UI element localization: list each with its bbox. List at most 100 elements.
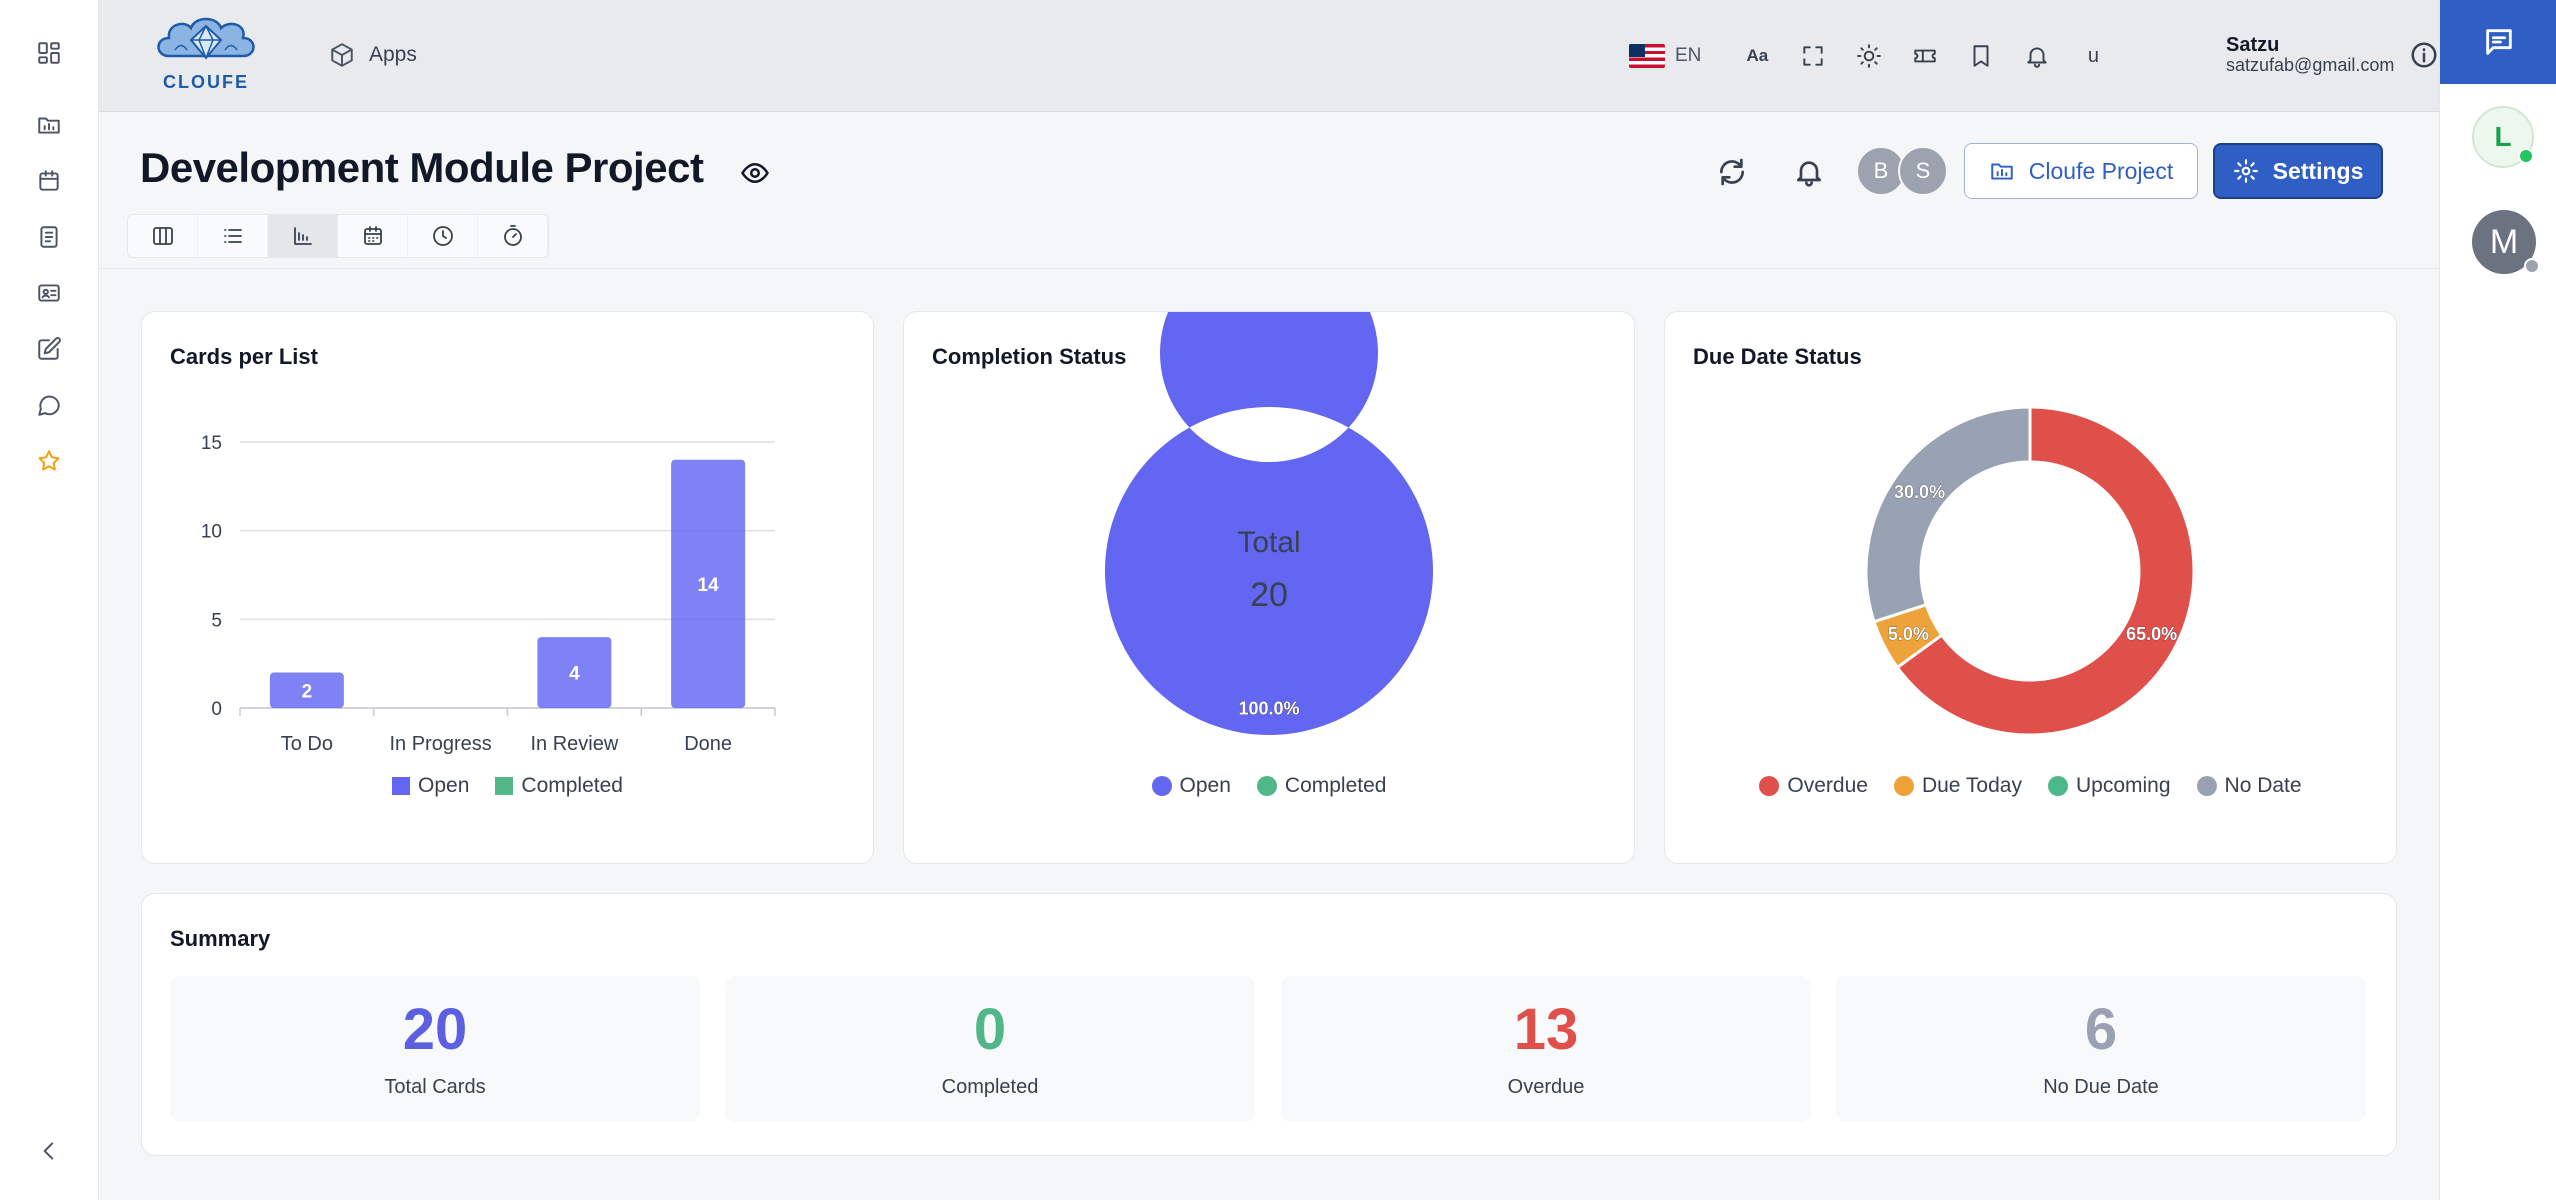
settings-label: Settings [2272, 157, 2364, 184]
summary-card: Summary 20 Total Cards 0 Completed 13 Ov… [141, 893, 2397, 1156]
apps-label: Apps [369, 43, 417, 66]
legend-label: Open [418, 774, 470, 797]
chart-title: Completion Status [932, 344, 1127, 369]
bookmark-button[interactable] [1953, 34, 2009, 78]
folder-chart-icon[interactable] [32, 108, 66, 142]
chart-title: Due Date Status [1693, 344, 1862, 369]
contact-avatar[interactable]: L [2472, 106, 2534, 168]
tab-calendar-view[interactable] [338, 215, 408, 257]
slice-value-label: 65.0% [2126, 624, 2177, 644]
summary-tile-total-cards: 20 Total Cards [170, 976, 700, 1122]
bell-icon [2027, 47, 2048, 68]
online-status-dot [2518, 148, 2534, 164]
notifications-button[interactable] [2009, 34, 2065, 78]
legend-label: Upcoming [2075, 774, 2171, 797]
sun-icon [1857, 44, 1882, 68]
apps-menu[interactable]: Apps [329, 38, 417, 72]
language-selector[interactable]: EN [1629, 44, 1701, 68]
pie-slice[interactable] [1895, 405, 2196, 737]
folder-chart-icon [1991, 163, 2013, 180]
contact-avatar[interactable]: M [2472, 210, 2540, 274]
completion-status-card: Completion Status 100.0% Total 20 Open Comp… [903, 311, 1635, 864]
ticket-button[interactable] [1897, 34, 1953, 78]
user-initial[interactable]: u [2065, 34, 2121, 78]
chat-bubble-icon[interactable] [32, 388, 66, 422]
summary-label: Completed [941, 1076, 1039, 1098]
right-sidebar: L M [2439, 0, 2556, 1200]
avatar-letter: M [2489, 222, 2519, 261]
legend-item[interactable]: Due Today [1893, 774, 2022, 798]
legend-label: No Date [2224, 774, 2302, 797]
member-avatar[interactable]: S [1898, 146, 1948, 196]
user-initial-label: u [2087, 44, 2099, 67]
legend-item[interactable]: Upcoming [2047, 774, 2171, 798]
gear-icon [2233, 159, 2258, 183]
eye-icon[interactable] [740, 158, 770, 188]
bar-chart-legend: Open Completed [142, 774, 873, 798]
calendar-icon[interactable] [32, 164, 66, 198]
user-menu[interactable]: Satzu satzufab@gmail.com [2226, 34, 2394, 76]
legend-item[interactable]: Overdue [1759, 774, 1868, 798]
page-title: Development Module Project [140, 144, 704, 191]
member-initial: B [1873, 158, 1889, 183]
pie-slice[interactable] [1105, 312, 1433, 735]
bar[interactable] [269, 672, 344, 708]
top-header: CLOUFE Apps EN Aa u Satzu [99, 0, 2470, 112]
chart-title: Cards per List [170, 344, 318, 369]
legend-item[interactable]: No Date [2196, 774, 2302, 798]
user-name: Satzu [2226, 34, 2280, 56]
completion-legend: Open Completed [904, 774, 1634, 798]
slice-value-label: 100.0% [1238, 699, 1299, 719]
member-avatar[interactable]: B [1856, 146, 1906, 196]
legend-label: Completed [1284, 774, 1387, 797]
legend-item[interactable]: Completed [1256, 774, 1387, 798]
stopwatch-icon [503, 225, 522, 246]
summary-label: No Due Date [2043, 1076, 2159, 1098]
dashboard-icon[interactable] [32, 36, 66, 70]
document-icon[interactable] [32, 220, 66, 254]
project-bell-icon[interactable] [1793, 156, 1825, 188]
cards-per-list-card: Cards per List 0 5 10 15 To Do 2 In Progress In… [141, 311, 874, 864]
info-icon[interactable] [2409, 40, 2439, 70]
bar[interactable] [671, 459, 746, 708]
contact-card-icon[interactable] [32, 276, 66, 310]
legend-completed[interactable]: Completed [495, 774, 623, 798]
tab-list-view[interactable] [198, 215, 268, 257]
x-tick-label: In Progress [389, 733, 491, 755]
cube-icon [331, 43, 353, 67]
tab-timeline-view[interactable] [408, 215, 478, 257]
pie-slice[interactable] [1864, 405, 2032, 624]
theme-toggle-button[interactable] [1841, 34, 1897, 78]
bar[interactable] [537, 637, 612, 708]
settings-button[interactable]: Settings [2213, 143, 2383, 199]
legend-open[interactable]: Open [392, 774, 469, 798]
edit-icon[interactable] [32, 332, 66, 366]
cloufe-logo[interactable] [151, 10, 261, 94]
font-size-button[interactable]: Aa [1729, 34, 1785, 78]
summary-value: 13 [1513, 997, 1579, 1062]
legend-swatch [392, 777, 411, 795]
cloufe-project-button[interactable]: Cloufe Project [1964, 143, 2198, 199]
tab-board-view[interactable] [128, 215, 198, 257]
summary-tile-completed: 0 Completed [725, 976, 1255, 1122]
tab-timer-view[interactable] [478, 215, 548, 257]
tab-chart-view[interactable] [268, 215, 338, 257]
donut-center-label: Total [1237, 526, 1300, 559]
offline-status-dot [2524, 258, 2540, 274]
collapse-chevron-icon[interactable] [32, 1134, 66, 1168]
bookmark-icon [1973, 45, 1989, 67]
user-email: satzufab@gmail.com [2226, 55, 2395, 75]
legend-swatch [2047, 776, 2068, 796]
legend-label: Open [1179, 774, 1231, 797]
refresh-icon[interactable] [1716, 156, 1748, 188]
chat-panel-button[interactable] [2440, 0, 2556, 84]
summary-tile-overdue: 13 Overdue [1281, 976, 1811, 1122]
legend-item[interactable]: Open [1151, 774, 1231, 798]
star-icon[interactable] [32, 444, 66, 478]
bar-value-label: 14 [698, 575, 720, 596]
fullscreen-icon [1803, 46, 1824, 66]
clock-icon [432, 226, 453, 246]
fullscreen-button[interactable] [1785, 34, 1841, 78]
legend-label: Overdue [1787, 774, 1868, 797]
language-label: EN [1675, 45, 1702, 66]
